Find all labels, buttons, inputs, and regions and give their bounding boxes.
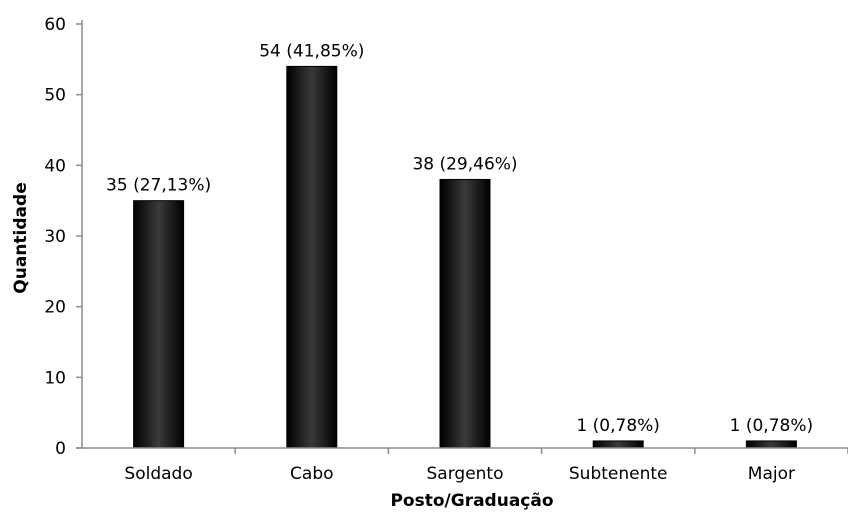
y-axis-ticks: 0 10 20 30 40 50 60	[44, 15, 82, 459]
y-tick-label: 60	[44, 15, 66, 35]
x-tick-label: Major	[748, 464, 795, 484]
bar	[592, 440, 644, 449]
x-tick-label: Soldado	[124, 464, 192, 484]
x-tick-label: Sargento	[427, 464, 504, 484]
y-tick-label: 20	[44, 298, 66, 318]
y-tick-label: 0	[55, 439, 66, 459]
x-axis-ticks: Soldado Cabo Sargento Subtenente Major	[124, 448, 848, 484]
y-tick-label: 50	[44, 86, 66, 106]
data-label: 38 (29,46%)	[412, 154, 517, 174]
bar	[286, 65, 338, 449]
y-tick-label: 30	[44, 227, 66, 247]
x-tick-label: Cabo	[290, 464, 333, 484]
bar	[133, 200, 185, 449]
bar	[439, 178, 491, 449]
data-label: 54 (41,85%)	[259, 41, 364, 61]
bars-group: 35 (27,13%) 54 (41,85%) 38 (29,46%) 1 (0,78…	[106, 41, 814, 449]
data-label: 1 (0,78%)	[576, 416, 660, 436]
x-axis-title: Posto/Graduação	[390, 491, 553, 511]
x-tick-label: Subtenente	[569, 464, 668, 484]
data-label: 1 (0,78%)	[730, 416, 814, 436]
y-axis-title: Quantidade	[11, 182, 31, 293]
data-label: 35 (27,13%)	[106, 176, 211, 196]
y-tick-label: 40	[44, 156, 66, 176]
bar	[745, 440, 797, 449]
y-tick-label: 10	[44, 368, 66, 388]
